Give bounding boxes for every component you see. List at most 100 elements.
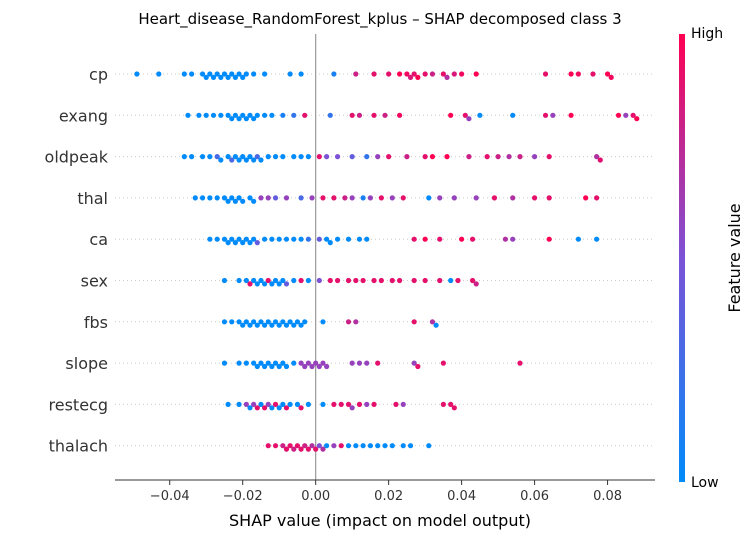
- shap-point: [302, 443, 308, 449]
- shap-point: [214, 154, 220, 160]
- shap-point: [243, 277, 249, 284]
- shap-point: [243, 360, 249, 366]
- shap-point: [506, 154, 512, 160]
- shap-point: [360, 195, 366, 201]
- shap-point: [331, 71, 337, 77]
- shap-point: [251, 319, 257, 325]
- shap-point: [229, 157, 235, 163]
- shap-point: [229, 116, 235, 122]
- shap-point: [546, 236, 552, 242]
- shap-point: [291, 112, 297, 118]
- shap-point: [232, 112, 239, 118]
- shap-point: [382, 112, 388, 118]
- shap-point: [272, 154, 279, 160]
- shap-point: [411, 277, 417, 284]
- shap-point: [254, 240, 260, 246]
- shap-point: [422, 277, 428, 284]
- shap-point: [207, 195, 213, 201]
- shap-point: [251, 236, 257, 242]
- shap-point: [276, 236, 282, 242]
- shap-point: [349, 360, 355, 366]
- shap-point: [294, 401, 301, 407]
- shap-point: [298, 360, 304, 366]
- shap-point: [199, 71, 206, 77]
- shap-point: [236, 116, 242, 122]
- chart-title: Heart_disease_RandomForest_kplus – SHAP …: [138, 10, 621, 29]
- shap-point: [243, 157, 249, 163]
- shap-point: [448, 112, 454, 118]
- shap-point: [283, 446, 290, 452]
- shap-point: [309, 195, 315, 201]
- shap-point: [327, 240, 333, 246]
- shap-point: [232, 240, 239, 246]
- shap-point: [236, 319, 242, 325]
- shap-point: [594, 236, 600, 242]
- shap-point: [221, 319, 228, 325]
- shap-point: [411, 71, 417, 77]
- shap-point: [356, 401, 363, 407]
- shap-point: [221, 195, 228, 201]
- shap-point: [466, 154, 472, 160]
- shap-point: [254, 405, 260, 411]
- shap-point: [298, 195, 304, 201]
- shap-point: [309, 363, 315, 370]
- shap-point: [203, 112, 209, 118]
- shap-point: [429, 154, 436, 160]
- shap-point: [236, 157, 242, 163]
- shap-point: [283, 195, 290, 201]
- shap-point: [291, 236, 297, 242]
- shap-point: [473, 281, 479, 287]
- shap-point: [440, 401, 446, 407]
- shap-point: [232, 154, 239, 160]
- shap-point: [378, 195, 384, 201]
- shap-point: [313, 360, 319, 366]
- shap-point: [575, 71, 581, 77]
- shap-point: [229, 236, 235, 242]
- shap-point: [338, 401, 344, 407]
- shap-point: [469, 236, 476, 242]
- shap-point: [298, 405, 304, 411]
- shap-point: [353, 277, 359, 284]
- feature-row-guides: [115, 73, 655, 447]
- shap-point: [411, 360, 417, 366]
- shap-point: [437, 195, 443, 201]
- colorbar-title: Feature value: [725, 203, 744, 312]
- shap-point: [247, 154, 253, 160]
- shap-point: [411, 236, 417, 242]
- shap-point: [455, 277, 461, 284]
- shap-point: [634, 116, 640, 122]
- shap-point: [196, 112, 202, 118]
- shap-point: [272, 195, 279, 201]
- colorbar: [679, 34, 685, 482]
- shap-point: [199, 195, 206, 201]
- shap-point: [451, 195, 457, 201]
- shap-point: [371, 401, 377, 407]
- shap-point: [316, 236, 322, 242]
- shap-point: [444, 74, 450, 80]
- shap-point: [276, 322, 282, 328]
- shap-point: [207, 71, 213, 77]
- shap-point: [393, 401, 399, 407]
- shap-point: [360, 277, 366, 284]
- shap-point: [272, 277, 279, 284]
- shap-point: [291, 322, 297, 328]
- x-tick-label: 0.06: [520, 489, 549, 504]
- shap-point: [466, 116, 472, 122]
- shap-point: [251, 277, 257, 284]
- shap-point: [313, 446, 319, 452]
- shap-point: [305, 236, 311, 242]
- shap-point: [247, 240, 253, 246]
- shap-point: [462, 112, 468, 118]
- shap-point: [207, 236, 213, 242]
- shap-point: [531, 154, 538, 160]
- shap-point: [349, 112, 355, 118]
- shap-points: [134, 71, 640, 452]
- shap-point: [415, 74, 421, 80]
- shap-point: [371, 112, 377, 118]
- x-tick-label: 0.02: [374, 489, 403, 504]
- shap-point: [400, 443, 406, 449]
- shap-point: [473, 71, 479, 77]
- shap-point: [214, 236, 220, 242]
- shap-point: [247, 405, 253, 411]
- shap-point: [276, 281, 282, 287]
